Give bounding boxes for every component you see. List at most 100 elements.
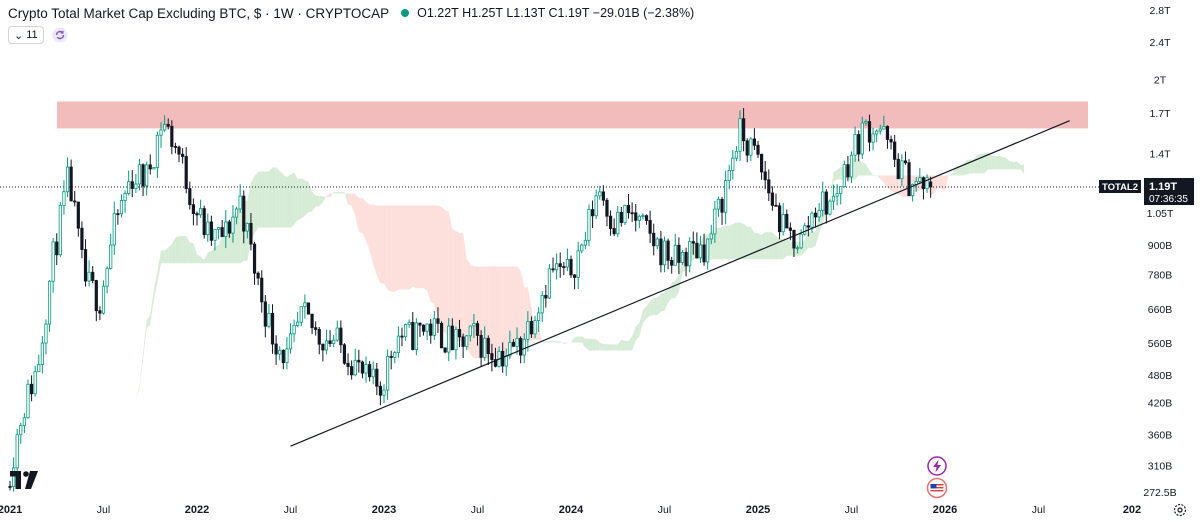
cloud-segment-bullish [980, 152, 985, 174]
candle-body [317, 329, 321, 345]
candle-body [328, 340, 332, 344]
candle-body [893, 141, 897, 160]
refresh-icon[interactable] [52, 27, 68, 43]
candle-body [623, 204, 627, 223]
symbol-label: TOTAL2 [1102, 182, 1138, 193]
cloud-segment-bullish [775, 235, 780, 260]
candle-body [529, 321, 534, 335]
candle-body [724, 180, 728, 213]
candle-body [109, 244, 113, 269]
candle-body [278, 349, 282, 355]
cloud-segment-bullish [556, 341, 561, 343]
candle-body [641, 215, 645, 218]
candle-body [587, 209, 591, 241]
cloud-segment-bullish [1002, 156, 1007, 170]
cloud-segment-bullish [294, 172, 298, 225]
candle-body [285, 348, 289, 364]
y-tick-label: 780B [1148, 269, 1173, 281]
candle-body [572, 274, 577, 278]
candle-body [314, 327, 318, 330]
cloud-segment-bullish [646, 301, 651, 319]
cloud-segment-bullish [966, 159, 971, 175]
y-tick-label: 420B [1148, 397, 1173, 409]
cloud-segment-bearish [434, 205, 438, 318]
candle-body [759, 153, 764, 173]
symbol-title[interactable]: Crypto Total Market Cap Excluding BTC, $… [8, 5, 390, 21]
cloud-segment-bullish [808, 231, 812, 248]
cloud-segment-bullish [125, 419, 129, 426]
candle-body [51, 241, 55, 282]
cloud-segment-bullish [186, 236, 190, 264]
cloud-segment-bullish [988, 152, 992, 170]
candle-body [925, 177, 929, 190]
price-label: TOTAL2 1.19T 07:36:35 [1099, 178, 1194, 205]
candle-body [889, 139, 893, 143]
cloud-segment-bullish [758, 233, 762, 260]
x-tick-label: 2025 [746, 504, 770, 516]
chart-legend[interactable]: Crypto Total Market Cap Excluding BTC, $… [8, 4, 694, 22]
candle-body [15, 434, 19, 469]
trendline[interactable] [290, 120, 1070, 447]
candle-body [583, 239, 587, 246]
candle-body [256, 272, 260, 279]
cloud-segment-bullish [214, 244, 219, 264]
cloud-segment-bullish [157, 250, 162, 283]
cloud-segment-bullish [588, 338, 593, 351]
candle-body [281, 349, 285, 364]
cloud-segment-bullish [304, 180, 309, 216]
cloud-segment-bearish [430, 205, 435, 305]
cloud-segment-bullish [635, 322, 640, 341]
candle-body [252, 243, 257, 274]
cloud-segment-bullish [621, 339, 625, 351]
candle-body [929, 181, 933, 188]
cloud-segment-bullish [258, 171, 262, 228]
candle-body [119, 200, 124, 215]
cloud-segment-bearish [384, 205, 388, 290]
candle-body [101, 285, 106, 314]
candle-body [91, 271, 95, 281]
candle-body [83, 249, 88, 282]
cloud-segment-bullish [628, 335, 633, 351]
lightning-badge-icon[interactable] [926, 455, 948, 477]
cloud-segment-bullish [542, 341, 546, 343]
x-tick-label: 2021 [0, 504, 22, 516]
cloud-segment-bullish [873, 174, 877, 176]
candle-body [605, 199, 609, 217]
candle-body [810, 212, 814, 228]
candle-body [324, 340, 329, 351]
indicators-toggle-button[interactable]: ⌄ 11 [8, 26, 44, 44]
candle-body [400, 335, 404, 338]
candle-body [33, 371, 37, 395]
low-value: L1.13T [506, 6, 546, 20]
candle-body [76, 201, 80, 229]
candle-body [407, 322, 411, 325]
price-label-bg [1144, 178, 1194, 205]
indicator-row: ⌄ 11 [8, 26, 68, 44]
us-flag-icon[interactable] [926, 477, 948, 499]
candle-body [504, 355, 508, 367]
cloud-segment-bullish [614, 344, 618, 351]
cloud-segment-bullish [1009, 161, 1014, 170]
cloud-segment-bearish [495, 266, 500, 360]
cloud-segment-bullish [312, 191, 316, 212]
cloud-segment-bearish [488, 266, 492, 359]
cloud-segment-bullish [247, 182, 251, 261]
candle-body [360, 361, 365, 374]
gear-icon[interactable] [1173, 503, 1187, 517]
cloud-segment-bullish [815, 215, 820, 246]
cloud-segment-bearish [441, 206, 446, 333]
cloud-segment-bullish [1006, 158, 1010, 170]
candle-body [803, 225, 807, 235]
candle-body [69, 166, 73, 202]
candle-body [378, 385, 383, 396]
y-tick-label: 272.5B [1143, 487, 1176, 499]
candle-body [846, 164, 850, 178]
tradingview-logo[interactable]: TV [10, 471, 40, 489]
price-axis[interactable]: 2.8T 2.4T 2T 1.7T 1.4T 1.05T 900B 780B 660B 560B 4… [1143, 5, 1176, 499]
time-axis[interactable]: 2021 Jul 2022 Jul 2023 Jul 2024 Jul 2025 Jul 2026 J… [0, 504, 1141, 516]
cloud-segment-bullish [732, 222, 737, 260]
cloud-segment-bullish [179, 236, 183, 264]
cloud-segment-bullish [632, 326, 636, 351]
cloud-segment-bullish [998, 155, 1003, 170]
